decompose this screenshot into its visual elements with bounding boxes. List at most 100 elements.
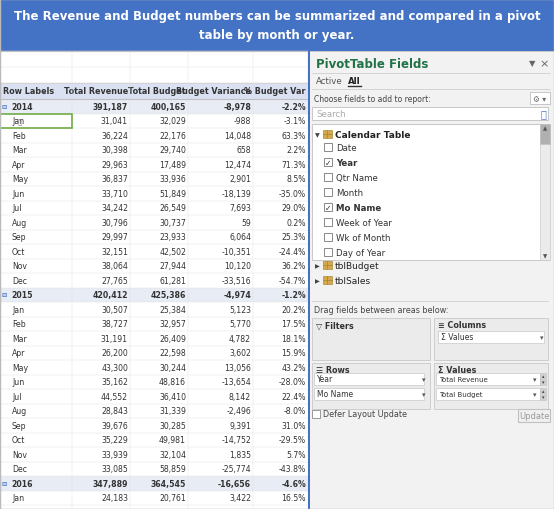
Text: Σ Values: Σ Values [441, 333, 473, 342]
Text: Jul: Jul [12, 392, 22, 401]
Text: 33,939: 33,939 [101, 450, 128, 459]
Bar [434, 363, 548, 409]
Text: Qtr Name: Qtr Name [336, 174, 378, 183]
Text: 32,957: 32,957 [159, 320, 186, 329]
Text: 22,176: 22,176 [159, 131, 186, 140]
Text: 391,187: 391,187 [93, 102, 128, 111]
Text: Feb: Feb [12, 508, 25, 509]
Text: tblBudget: tblBudget [335, 262, 379, 271]
Text: Year: Year [336, 159, 357, 168]
Text: 6,064: 6,064 [229, 233, 251, 242]
Text: 24,183: 24,183 [101, 493, 128, 502]
Text: ×: × [539, 59, 548, 69]
Text: 36.2%: 36.2% [281, 262, 306, 271]
Text: 16.5%: 16.5% [281, 493, 306, 502]
Text: 43.2%: 43.2% [281, 363, 306, 372]
Text: 400,165: 400,165 [151, 102, 186, 111]
Text: 36,224: 36,224 [101, 131, 128, 140]
Text: 33,085: 33,085 [101, 464, 128, 473]
Text: ▲: ▲ [543, 126, 547, 131]
Text: 25.3%: 25.3% [281, 233, 306, 242]
Text: ✓: ✓ [325, 203, 331, 212]
Text: 36,410: 36,410 [159, 392, 186, 401]
Bar [312, 363, 430, 409]
Bar [0, 100, 308, 115]
Text: ▼: ▼ [529, 60, 535, 68]
Text: Oct: Oct [12, 435, 25, 444]
Text: 2016: 2016 [11, 479, 33, 488]
Text: 22,598: 22,598 [159, 349, 186, 357]
Bar [518, 409, 550, 422]
Bar [540, 125, 550, 261]
Text: Defer Layout Update: Defer Layout Update [323, 410, 407, 419]
Text: 29,740: 29,740 [159, 146, 186, 155]
Text: ▴: ▴ [542, 374, 544, 379]
Text: Total Revenue: Total Revenue [439, 376, 488, 382]
Bar [438, 331, 544, 344]
Text: 44,552: 44,552 [101, 392, 128, 401]
Text: 59: 59 [241, 218, 251, 228]
Text: Search: Search [316, 110, 346, 119]
Bar [324, 189, 332, 196]
Text: Mo Name: Mo Name [336, 204, 381, 213]
Bar [436, 373, 540, 385]
Text: -29.5%: -29.5% [279, 435, 306, 444]
Text: Apr: Apr [12, 349, 25, 357]
Text: PivotTable Fields: PivotTable Fields [316, 58, 428, 70]
Text: 658: 658 [237, 146, 251, 155]
Text: 8.5%: 8.5% [286, 175, 306, 184]
Text: All: All [348, 77, 361, 87]
Text: -988: -988 [234, 117, 251, 126]
Text: 35,229: 35,229 [101, 435, 128, 444]
Bar [324, 204, 332, 212]
Text: ⌕: ⌕ [18, 118, 22, 125]
Text: ⊟: ⊟ [2, 293, 7, 298]
Text: 20.2%: 20.2% [281, 305, 306, 314]
Text: Feb: Feb [12, 320, 25, 329]
Text: Feb: Feb [12, 131, 25, 140]
Text: 19.0%: 19.0% [281, 508, 306, 509]
Text: 2.2%: 2.2% [286, 146, 306, 155]
Text: 17.5%: 17.5% [281, 320, 306, 329]
Text: ⊟: ⊟ [2, 481, 7, 486]
Text: Calendar Table: Calendar Table [335, 131, 411, 140]
Text: Jul: Jul [12, 204, 22, 213]
Text: 15.9%: 15.9% [281, 349, 306, 357]
Text: -24.4%: -24.4% [279, 247, 306, 256]
Text: Year: Year [317, 375, 334, 384]
Bar [540, 388, 546, 400]
Bar [530, 93, 550, 105]
Text: ▶: ▶ [315, 264, 320, 269]
Text: 425,386: 425,386 [151, 291, 186, 300]
Text: -10,351: -10,351 [221, 247, 251, 256]
Text: ☰ Rows: ☰ Rows [316, 366, 350, 375]
Bar [0, 52, 308, 509]
Text: Day of Year: Day of Year [336, 249, 385, 258]
Text: ▾: ▾ [542, 394, 544, 400]
Text: Total Revenue: Total Revenue [64, 88, 128, 96]
Text: Jun: Jun [12, 189, 24, 199]
Text: % Budget Var: % Budget Var [244, 88, 306, 96]
Text: 31,339: 31,339 [159, 407, 186, 415]
Text: 32,151: 32,151 [101, 247, 128, 256]
Text: Aug: Aug [12, 407, 27, 415]
Text: Apr: Apr [12, 160, 25, 169]
Text: 3,422: 3,422 [229, 493, 251, 502]
Text: 29.0%: 29.0% [281, 204, 306, 213]
Text: ⊟: ⊟ [2, 104, 7, 109]
Text: 35,162: 35,162 [101, 378, 128, 386]
Text: Nov: Nov [12, 450, 27, 459]
Bar [314, 373, 424, 385]
Bar [308, 52, 310, 509]
Text: -4.6%: -4.6% [281, 479, 306, 488]
Text: May: May [12, 175, 28, 184]
Text: 18.1%: 18.1% [281, 334, 306, 343]
Text: 27,944: 27,944 [159, 262, 186, 271]
Text: 10,120: 10,120 [224, 262, 251, 271]
Text: ⌕: ⌕ [540, 109, 546, 119]
Text: Aug: Aug [12, 218, 27, 228]
Text: 26,200: 26,200 [101, 349, 128, 357]
Text: 30,737: 30,737 [159, 218, 186, 228]
Text: -25,774: -25,774 [222, 464, 251, 473]
Text: 23,933: 23,933 [159, 233, 186, 242]
